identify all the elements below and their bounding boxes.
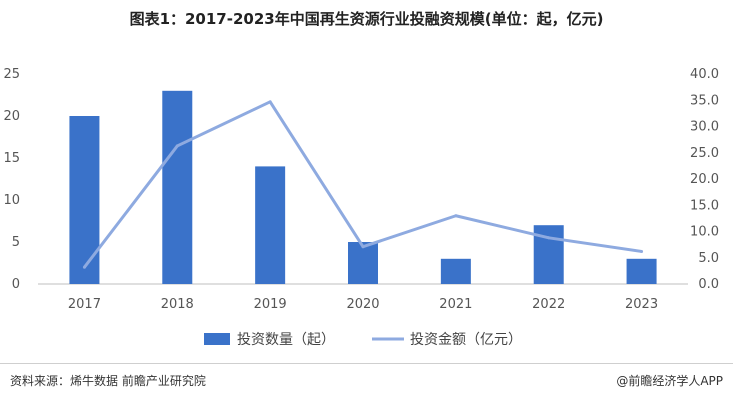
- bar: [162, 90, 193, 284]
- chart-title: 图表1：2017-2023年中国再生资源行业投融资规模(单位：起，亿元): [129, 10, 604, 28]
- legend-swatch-bar: [204, 333, 230, 345]
- x-axis: 2017 2018 2019 2020 2021 2022 2023: [68, 297, 658, 312]
- line-series: [82, 100, 644, 269]
- bar: [255, 166, 286, 284]
- bar-series: [69, 90, 657, 284]
- left-axis-tick-label: 15: [3, 151, 20, 166]
- x-axis-tick-label: 2020: [346, 297, 379, 312]
- source-note: 资料来源：烯牛数据 前瞻产业研究院: [10, 374, 206, 388]
- right-axis-tick-label: 5.0: [698, 251, 719, 266]
- left-axis-tick-label: 10: [3, 193, 20, 208]
- right-axis-tick-label: 30.0: [690, 120, 719, 135]
- legend: 投资数量（起） 投资金额（亿元）: [204, 332, 522, 348]
- line-point: [454, 214, 458, 218]
- left-axis-tick-label: 20: [3, 109, 20, 124]
- footer-divider: [0, 363, 733, 364]
- right-y-axis: 0.0 5.0 10.0 15.0 20.0 25.0 30.0 35.0 40.0: [690, 67, 719, 292]
- line-point: [547, 236, 551, 240]
- bar: [440, 258, 471, 284]
- brand-credit: @前瞻经济学人APP: [616, 374, 723, 388]
- right-axis-tick-label: 40.0: [690, 67, 719, 82]
- legend-label-line: 投资金额（亿元）: [410, 332, 522, 348]
- right-axis-tick-label: 35.0: [690, 93, 719, 108]
- line-point: [361, 245, 365, 249]
- x-axis-tick-label: 2022: [532, 297, 565, 312]
- right-axis-tick-label: 0.0: [698, 277, 719, 292]
- bar: [348, 242, 378, 284]
- line-point: [268, 100, 272, 104]
- right-axis-tick-label: 25.0: [690, 146, 719, 161]
- bar: [626, 258, 657, 284]
- left-axis-tick-label: 25: [3, 67, 20, 82]
- combo-chart: 0 5 10 15 20 25 0.0 5.0 10.0 15.0 20.0 25.0 30.0 35.…: [3, 67, 719, 348]
- x-axis-tick-label: 2018: [161, 297, 194, 312]
- line-point: [82, 265, 86, 269]
- x-axis-tick-label: 2021: [439, 297, 472, 312]
- x-axis-tick-label: 2019: [254, 297, 287, 312]
- line-point: [175, 144, 179, 148]
- left-axis-tick-label: 0: [12, 277, 20, 292]
- left-axis-tick-label: 5: [12, 235, 20, 250]
- x-axis-tick-label: 2023: [625, 297, 658, 312]
- x-axis-tick-label: 2017: [68, 297, 101, 312]
- legend-label-bar: 投资数量（起）: [237, 332, 335, 348]
- bar: [69, 116, 100, 284]
- left-y-axis: 0 5 10 15 20 25: [3, 67, 20, 292]
- right-axis-tick-label: 20.0: [690, 172, 719, 187]
- right-axis-tick-label: 15.0: [690, 198, 719, 213]
- right-axis-tick-label: 10.0: [690, 225, 719, 240]
- line-point: [640, 249, 644, 253]
